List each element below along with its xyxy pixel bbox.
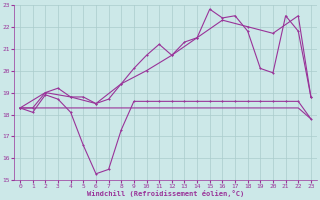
X-axis label: Windchill (Refroidissement éolien,°C): Windchill (Refroidissement éolien,°C) — [87, 190, 244, 197]
